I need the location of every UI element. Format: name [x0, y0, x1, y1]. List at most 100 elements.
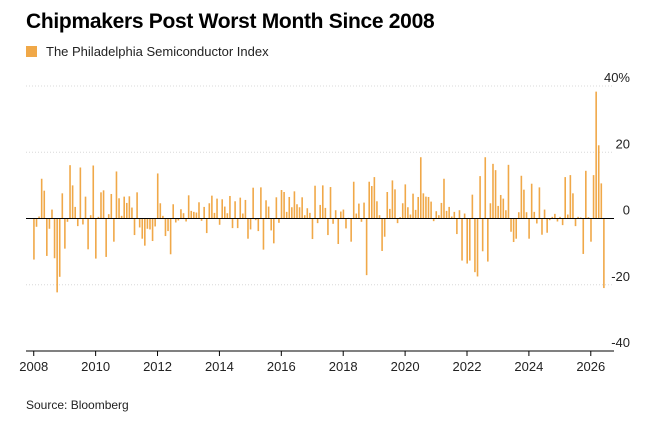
legend: The Philadelphia Semiconductor Index [26, 44, 269, 59]
bar [33, 218, 35, 260]
bar [476, 218, 479, 277]
bar [345, 218, 347, 229]
bar [435, 211, 438, 219]
bar [340, 211, 342, 219]
bar [296, 204, 298, 219]
bar [515, 218, 517, 239]
bar [461, 218, 463, 261]
bar [450, 216, 453, 219]
x-tick-label: 2022 [453, 359, 482, 374]
bar [303, 215, 306, 219]
bar [417, 196, 419, 219]
bar [76, 218, 79, 227]
bar [487, 218, 489, 262]
bar [422, 193, 425, 219]
bar [154, 218, 156, 227]
x-tick-label: 2020 [391, 359, 420, 374]
bar [200, 218, 203, 221]
bar [427, 196, 430, 219]
bar [401, 203, 404, 219]
bar [458, 210, 461, 219]
bar [115, 171, 118, 219]
bar [102, 190, 105, 219]
bar [267, 206, 270, 219]
bar [275, 197, 278, 219]
bar [223, 206, 226, 219]
bar [146, 218, 149, 229]
bar [572, 193, 574, 219]
bar [407, 207, 409, 219]
bar [497, 205, 499, 219]
bar [79, 167, 82, 219]
bar [546, 218, 548, 233]
bar [159, 203, 162, 219]
bar [257, 218, 260, 232]
legend-label: The Philadelphia Semiconductor Index [46, 44, 269, 59]
bar [107, 214, 110, 219]
bar [162, 215, 164, 219]
bar [587, 217, 590, 219]
bar [144, 218, 146, 246]
bar [332, 218, 334, 224]
bar [443, 178, 445, 219]
bar [448, 206, 450, 219]
bar [89, 215, 92, 219]
bar [556, 218, 559, 222]
bar [66, 218, 69, 222]
bar [125, 202, 128, 219]
bar [100, 192, 102, 219]
bar [536, 218, 538, 224]
bar [270, 218, 272, 231]
bar [38, 216, 40, 219]
bar [247, 218, 249, 239]
bar [383, 218, 386, 237]
bar [430, 201, 432, 219]
bar [218, 218, 221, 225]
bar [71, 185, 74, 219]
x-tick-label: 2024 [514, 359, 543, 374]
bar [569, 175, 572, 219]
bar [600, 183, 603, 219]
bar [151, 218, 154, 242]
bar [254, 218, 257, 221]
bar [585, 170, 587, 219]
source-note: Source: Bloomberg [26, 398, 129, 412]
bar [327, 218, 329, 236]
bar [97, 216, 100, 219]
bar [517, 212, 520, 219]
bar [334, 210, 337, 219]
bar [321, 185, 324, 219]
bar [386, 192, 389, 219]
bar [316, 218, 319, 224]
bar [391, 180, 394, 219]
bar [342, 209, 345, 219]
bar [69, 165, 71, 219]
bar [505, 210, 507, 219]
bar [389, 208, 391, 219]
x-tick-label: 2012 [143, 359, 172, 374]
bar [530, 183, 533, 219]
bar [174, 218, 177, 223]
bar [445, 210, 448, 219]
bar [582, 218, 585, 254]
bar [566, 214, 569, 219]
bar [120, 215, 123, 219]
bar [363, 202, 365, 219]
y-tick-label: -40 [611, 335, 630, 350]
bar [554, 213, 556, 219]
bar [113, 218, 115, 242]
bar [350, 218, 352, 242]
bar [74, 206, 76, 219]
bar [84, 196, 87, 219]
bar [559, 216, 561, 219]
bar [234, 201, 236, 219]
bar [489, 203, 492, 219]
bar [543, 209, 546, 219]
bar [352, 181, 355, 219]
bar [265, 200, 267, 219]
bar [474, 218, 476, 273]
bar [216, 198, 218, 219]
bar [368, 181, 370, 219]
bar [396, 218, 399, 224]
bar [533, 211, 536, 219]
